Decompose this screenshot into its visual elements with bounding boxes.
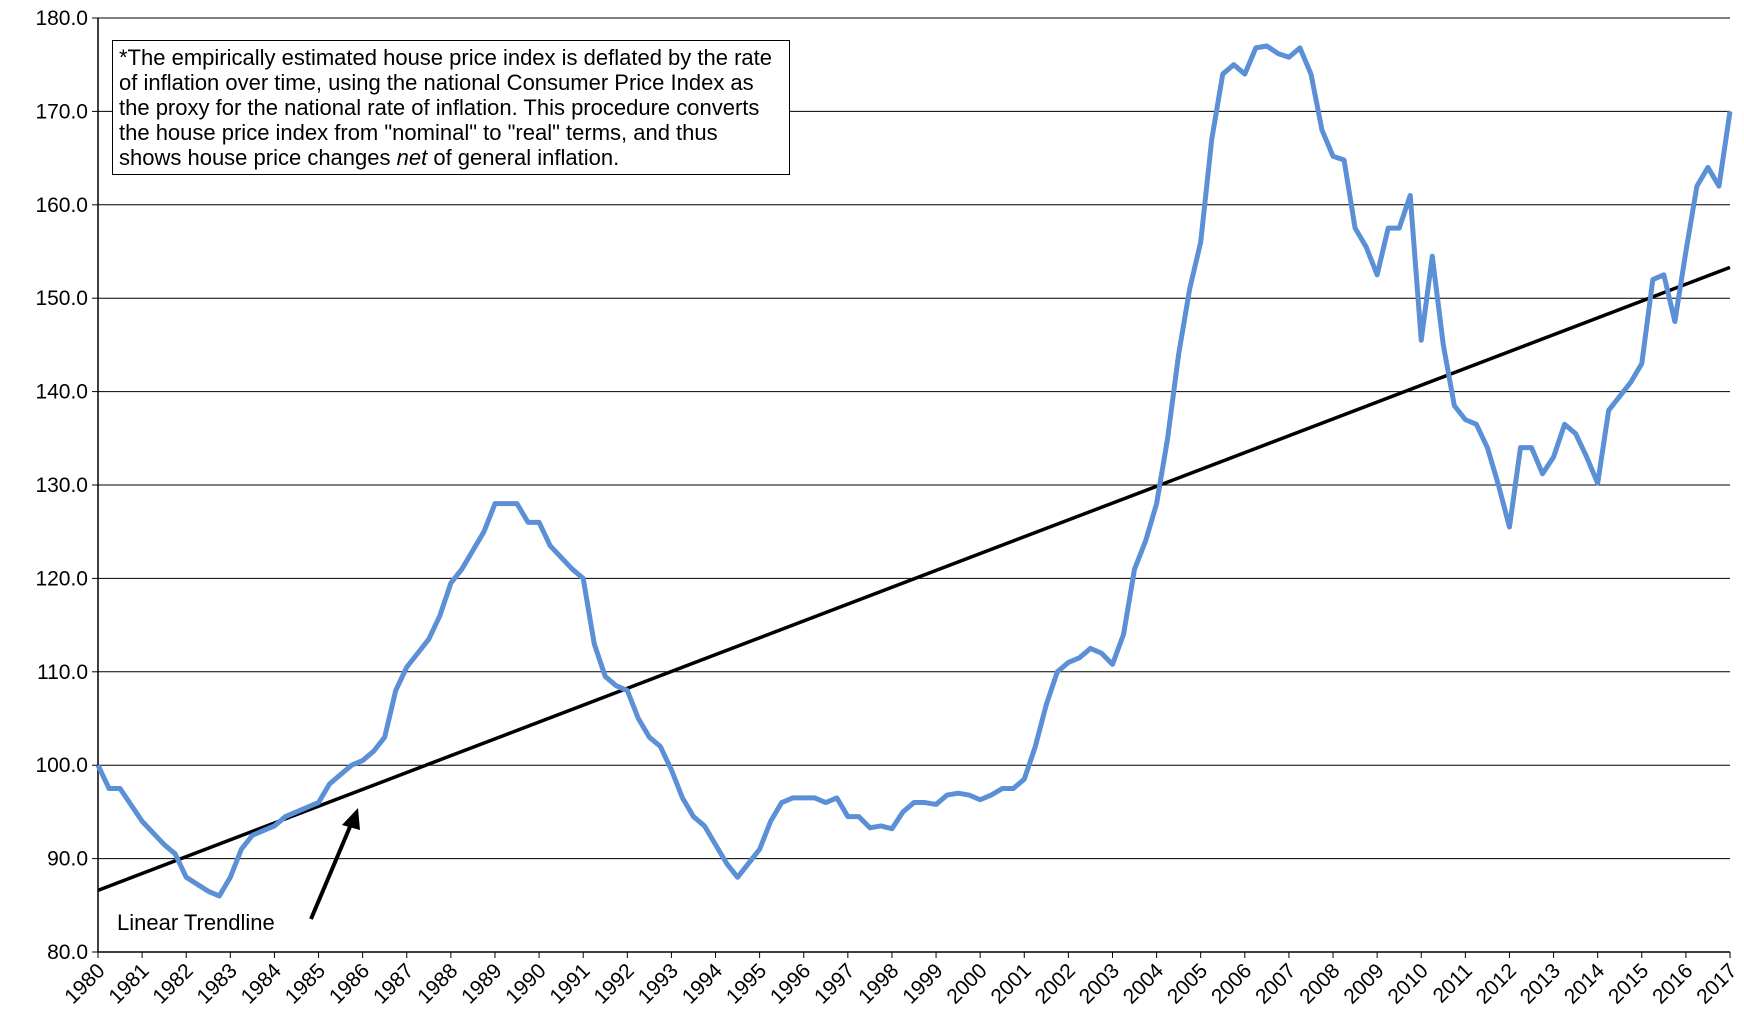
x-tick-label: 1982 xyxy=(148,959,197,1008)
series-line xyxy=(95,43,1733,899)
x-tick-label: 2015 xyxy=(1604,959,1653,1008)
x-tick-label: 2000 xyxy=(942,959,991,1008)
y-tick-label: 110.0 xyxy=(37,661,88,684)
annotation: Linear Trendline xyxy=(117,910,275,935)
x-tick-label: 2001 xyxy=(987,959,1036,1008)
y-tick-label: 140.0 xyxy=(35,381,88,404)
x-tick-label: 2006 xyxy=(1207,959,1256,1008)
y-tick-label: 170.0 xyxy=(35,100,88,123)
x-tick-label: 1988 xyxy=(413,959,462,1008)
y-tick-label: 90.0 xyxy=(47,848,88,871)
x-tick-label: 1993 xyxy=(634,959,683,1008)
x-tick-label: 1985 xyxy=(281,959,330,1008)
x-tick-label: 1983 xyxy=(193,959,242,1008)
x-tick-label: 1980 xyxy=(60,959,109,1008)
x-tick-label: 2013 xyxy=(1516,959,1565,1008)
x-tick-label: 1992 xyxy=(590,959,639,1008)
y-tick-label: 100.0 xyxy=(35,754,88,777)
note-text: *The empirically estimated house price i… xyxy=(119,45,773,170)
x-tick-label: 1997 xyxy=(810,959,859,1008)
x-tick-label: 2005 xyxy=(1163,959,1212,1008)
x-tick-label: 2008 xyxy=(1295,959,1344,1008)
x-tick-label: 1990 xyxy=(501,959,550,1008)
x-tick-label: 1996 xyxy=(766,959,815,1008)
x-tick-label: 2003 xyxy=(1075,959,1124,1008)
annotation-arrow xyxy=(309,821,354,920)
x-tick-label: 2017 xyxy=(1692,959,1741,1008)
x-tick-label: 1999 xyxy=(898,959,947,1008)
x-tick-label: 1995 xyxy=(722,959,771,1008)
x-tick-label: 2011 xyxy=(1429,959,1477,1007)
x-tick-label: 2016 xyxy=(1648,959,1697,1008)
note-text: net xyxy=(396,145,428,170)
x-tick-label: 1987 xyxy=(369,959,418,1008)
x-tick-label: 1994 xyxy=(678,959,728,1009)
x-tick-label: 1989 xyxy=(457,959,506,1008)
x-tick-label: 2012 xyxy=(1472,959,1521,1008)
arrow-head xyxy=(342,808,360,830)
y-tick-label: 80.0 xyxy=(47,941,88,964)
y-tick-label: 150.0 xyxy=(35,287,88,310)
trendline xyxy=(97,265,1731,892)
x-tick-label: 1991 xyxy=(545,959,594,1008)
y-tick-label: 130.0 xyxy=(35,474,88,497)
x-tick-label: 2002 xyxy=(1031,959,1080,1008)
x-tick-label: 1986 xyxy=(325,959,374,1008)
x-tick-label: 2009 xyxy=(1339,959,1388,1008)
y-tick-label: 160.0 xyxy=(35,194,88,217)
y-tick-label: 180.0 xyxy=(35,7,88,30)
x-tick-label: 2014 xyxy=(1560,959,1610,1009)
x-tick-label: 2007 xyxy=(1251,959,1300,1008)
x-tick-label: 1984 xyxy=(237,959,287,1009)
note-text: of general inflation. xyxy=(427,145,620,170)
x-tick-label: 2004 xyxy=(1119,959,1169,1009)
x-tick-label: 2010 xyxy=(1383,959,1432,1008)
x-tick-label: 1998 xyxy=(854,959,903,1008)
x-tick-label: 1981 xyxy=(104,959,153,1008)
y-tick-label: 120.0 xyxy=(35,567,88,590)
note-box: *The empirically estimated house price i… xyxy=(112,40,790,175)
